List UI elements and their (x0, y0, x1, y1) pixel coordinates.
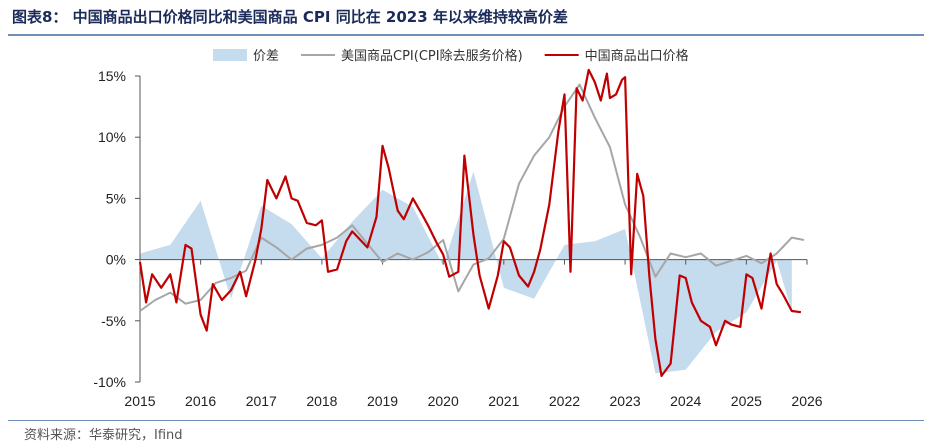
legend-label: 美国商品CPI(CPI除去服务价格) (341, 48, 523, 64)
y-tick-label: -10% (93, 374, 126, 390)
x-tick-label: 2025 (731, 393, 762, 409)
x-tick-label: 2019 (367, 393, 398, 409)
source-note: 资料来源：华泰研究，Ifind (24, 428, 183, 443)
y-tick-label: -5% (101, 313, 126, 329)
y-tick-label: 0% (106, 252, 126, 268)
x-tick-label: 2016 (185, 393, 216, 409)
legend-label: 价差 (253, 49, 279, 64)
legend-label: 中国商品出口价格 (585, 48, 689, 64)
y-tick-label: 15% (98, 68, 126, 84)
axis-layer: -10% -5% 0% 5% 10% 15% 2015 2016 2017 2018 2019 202… (93, 68, 822, 409)
y-tick-label: 10% (98, 129, 126, 145)
x-tick-label: 2023 (610, 393, 641, 409)
series-line-china-export (138, 68, 802, 377)
spread-area-layer (140, 171, 792, 374)
y-tick-label: 5% (106, 190, 126, 206)
x-tick-label: 2017 (246, 393, 277, 409)
series-line-us-cpi (139, 83, 805, 312)
x-tick-label: 2018 (306, 393, 337, 409)
x-tick-label: 2026 (791, 393, 822, 409)
x-tick-label: 2020 (428, 393, 459, 409)
x-tick-label: 2021 (488, 393, 519, 409)
footer-rule (8, 420, 924, 421)
legend-swatch-spread (213, 49, 247, 61)
line-layer (138, 68, 805, 377)
x-tick-label: 2022 (549, 393, 580, 409)
figure-title: 图表8： 中国商品出口价格同比和美国商品 CPI 同比在 2023 年以来维持较… (12, 8, 568, 26)
x-tick-label: 2024 (670, 393, 701, 409)
series-area-spread (140, 171, 792, 374)
legend: 价差 美国商品CPI(CPI除去服务价格) 中国商品出口价格 (213, 48, 689, 64)
x-tick-label: 2015 (124, 393, 155, 409)
title-rule (8, 34, 924, 36)
chart: -10% -5% 0% 5% 10% 15% 2015 2016 2017 2018 2019 202… (93, 48, 822, 409)
title-bar: 图表8： 中国商品出口价格同比和美国商品 CPI 同比在 2023 年以来维持较… (0, 0, 936, 36)
